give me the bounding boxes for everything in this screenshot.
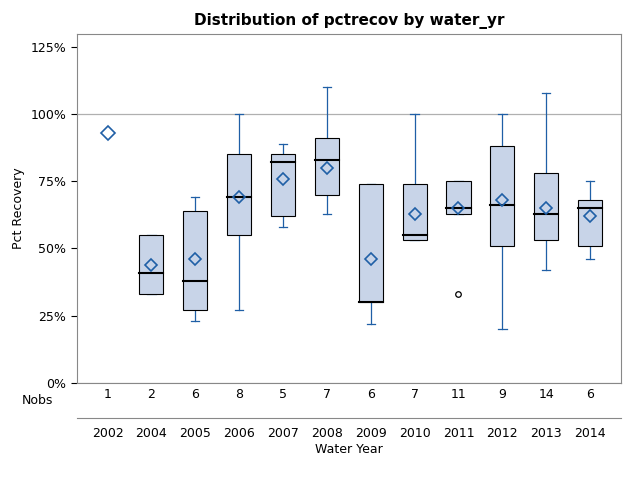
- Text: 6: 6: [367, 388, 374, 401]
- Bar: [271, 155, 295, 216]
- Y-axis label: Pct Recovery: Pct Recovery: [12, 168, 25, 249]
- Bar: [534, 173, 558, 240]
- X-axis label: Water Year: Water Year: [315, 443, 383, 456]
- Bar: [227, 155, 251, 235]
- Title: Distribution of pctrecov by water_yr: Distribution of pctrecov by water_yr: [193, 13, 504, 29]
- Bar: [315, 138, 339, 195]
- Text: 5: 5: [279, 388, 287, 401]
- Text: 7: 7: [411, 388, 419, 401]
- Text: 11: 11: [451, 388, 467, 401]
- Bar: [183, 211, 207, 310]
- Y-axis label: Nobs: Nobs: [22, 394, 54, 407]
- Text: 6: 6: [191, 388, 199, 401]
- Bar: [490, 146, 515, 246]
- Text: 2: 2: [147, 388, 156, 401]
- Bar: [578, 200, 602, 246]
- Text: 8: 8: [235, 388, 243, 401]
- Text: 9: 9: [499, 388, 506, 401]
- Text: 1: 1: [104, 388, 111, 401]
- Text: 14: 14: [538, 388, 554, 401]
- Bar: [447, 181, 470, 214]
- Bar: [403, 184, 427, 240]
- Text: 6: 6: [586, 388, 594, 401]
- Bar: [358, 184, 383, 302]
- Bar: [140, 235, 163, 294]
- Text: 7: 7: [323, 388, 331, 401]
